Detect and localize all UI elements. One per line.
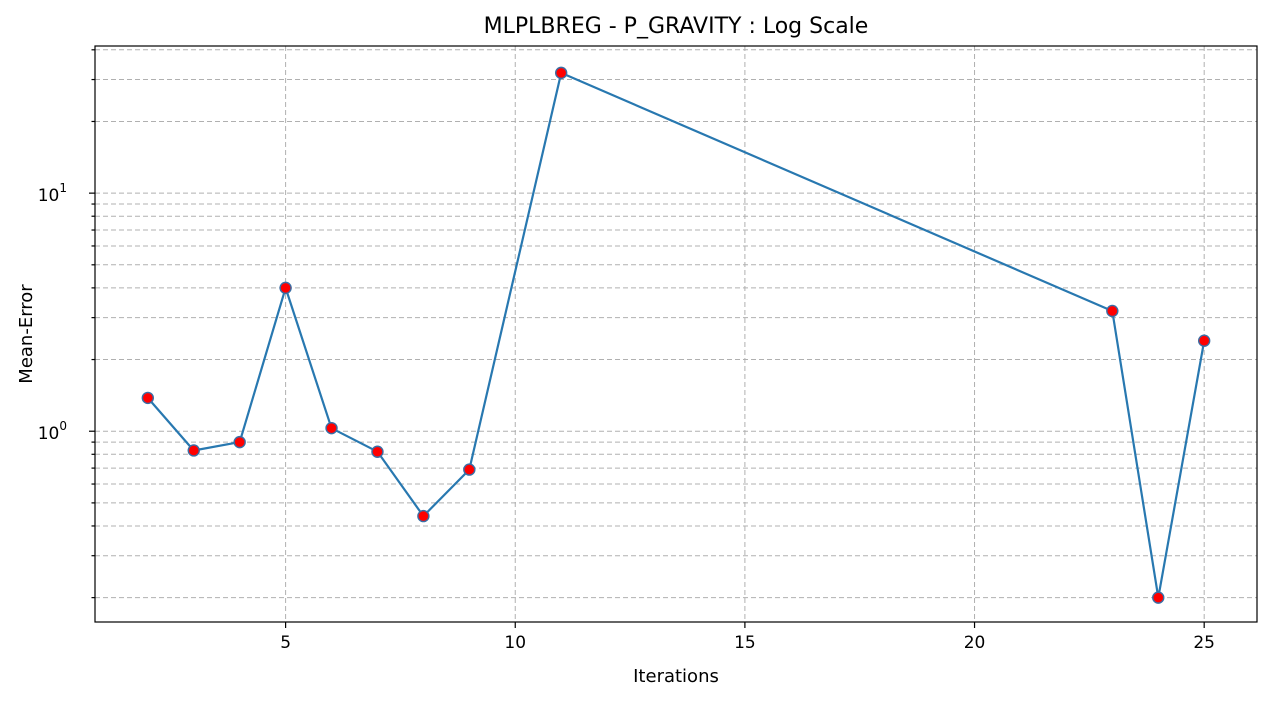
data-point bbox=[554, 66, 568, 80]
y-tick-label: 101 bbox=[38, 181, 67, 206]
data-point bbox=[141, 391, 155, 405]
axis-ticks: 5 10 15 20 25 100 101 bbox=[38, 49, 1215, 653]
data-point bbox=[1106, 304, 1119, 318]
series-layer bbox=[141, 66, 1211, 604]
x-tick-label: 15 bbox=[734, 633, 756, 653]
grid bbox=[95, 46, 1257, 622]
data-point bbox=[1152, 591, 1165, 604]
data-point bbox=[279, 281, 292, 295]
x-tick-label: 20 bbox=[964, 633, 986, 653]
y-tick-label: 100 bbox=[38, 419, 67, 444]
chart-title: MLPLBREG - P_GRAVITY : Log Scale bbox=[484, 14, 869, 39]
x-tick-label: 5 bbox=[280, 633, 291, 653]
data-point bbox=[417, 509, 430, 523]
x-tick-label: 25 bbox=[1193, 633, 1215, 653]
data-point bbox=[463, 463, 476, 476]
y-axis-label: Mean-Error bbox=[16, 284, 37, 384]
data-point bbox=[233, 435, 246, 449]
data-point bbox=[371, 445, 384, 458]
x-axis-label: Iterations bbox=[633, 666, 719, 687]
plot-frame bbox=[94, 45, 1258, 623]
series-line bbox=[146, 71, 1206, 599]
data-point bbox=[1197, 334, 1211, 347]
data-point bbox=[187, 444, 200, 457]
data-point bbox=[325, 421, 338, 435]
x-tick-label: 10 bbox=[504, 633, 526, 653]
